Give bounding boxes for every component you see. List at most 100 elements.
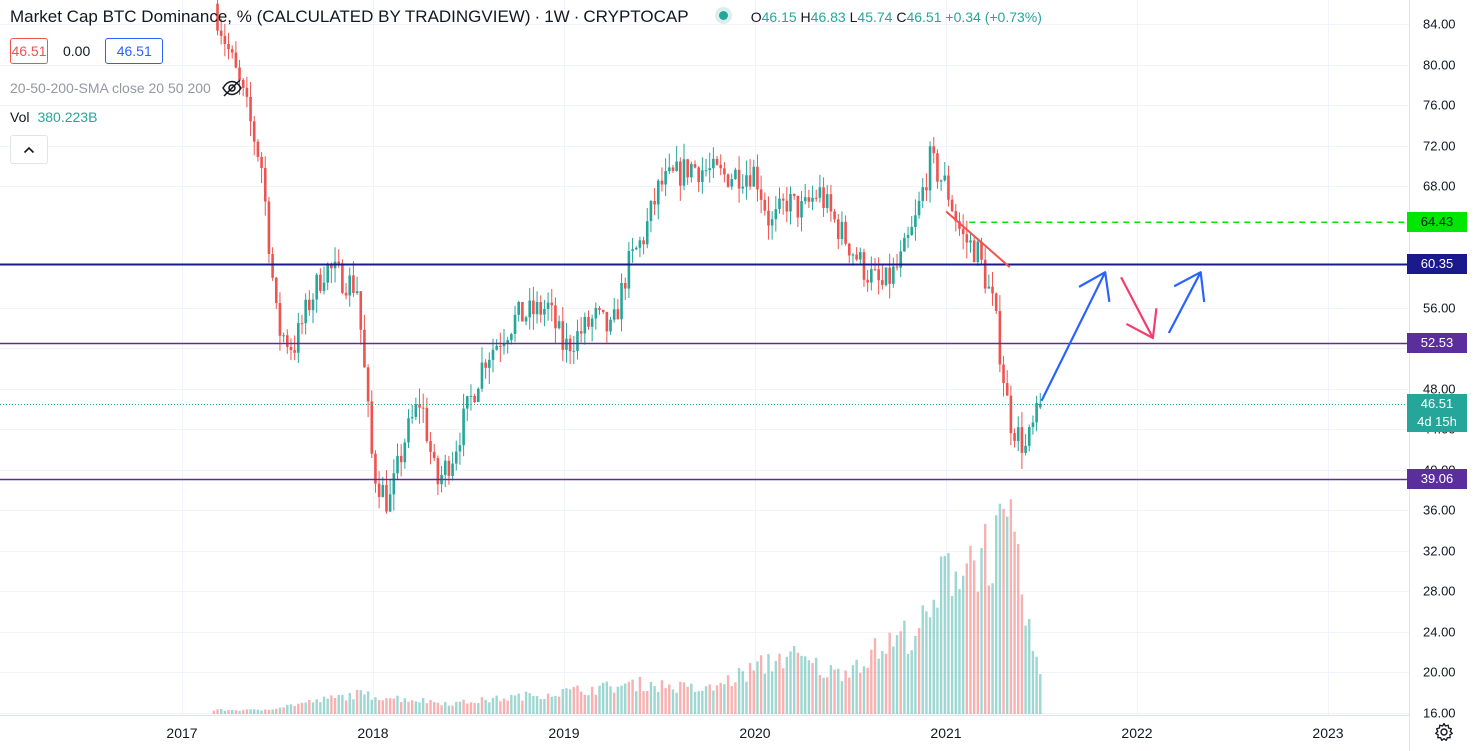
volume-bar <box>796 652 800 714</box>
volume-bar <box>1028 618 1031 714</box>
candle <box>807 189 811 208</box>
candle <box>219 18 223 45</box>
candle <box>708 152 711 183</box>
candle <box>910 215 914 236</box>
candle <box>950 195 954 213</box>
volume-bar <box>605 681 609 714</box>
time-axis[interactable]: 2017 2018 2019 2020 2021 2022 2023 <box>0 716 1410 751</box>
candle <box>983 247 987 294</box>
collapse-legend-button[interactable] <box>10 135 48 164</box>
volume-bar <box>396 695 399 714</box>
vol-label: Vol <box>10 109 30 125</box>
candle <box>491 338 495 373</box>
eye-hidden-icon[interactable] <box>221 79 243 97</box>
candle <box>778 187 781 214</box>
candle <box>256 139 260 162</box>
candle <box>715 156 719 166</box>
volume-bar <box>1017 544 1020 714</box>
candle <box>436 455 440 495</box>
volume-bar <box>385 698 388 714</box>
volume-legend[interactable]: Vol 380.223B <box>10 109 97 125</box>
volume-bar <box>524 691 528 714</box>
volume-bar <box>734 682 737 714</box>
candle <box>881 264 884 290</box>
volume-bar <box>767 654 770 714</box>
candle <box>748 159 752 190</box>
candles <box>216 0 1042 514</box>
volume-bar <box>444 702 447 714</box>
volume-bar <box>792 646 796 714</box>
volume-bar <box>627 681 631 714</box>
candle <box>932 137 936 164</box>
spread-value: 0.00 <box>63 43 91 59</box>
chart-legend[interactable]: Market Cap BTC Dominance, % (CALCULATED … <box>10 7 1042 26</box>
volume-bar <box>300 702 304 714</box>
volume-bar <box>447 705 451 714</box>
volume-bar <box>399 701 403 714</box>
candle <box>759 175 763 214</box>
volume-bar <box>778 653 781 714</box>
volume-bar <box>969 545 972 714</box>
price-tick-label: 76.00 <box>1423 97 1456 113</box>
volume-bar <box>528 693 531 714</box>
candle <box>252 115 256 156</box>
candle <box>925 173 928 202</box>
volume-bar <box>815 657 818 714</box>
candle <box>535 291 539 324</box>
volume-bar <box>473 703 476 714</box>
buy-price-button[interactable]: 46.51 <box>105 38 164 64</box>
candle <box>374 450 377 493</box>
time-tick-label: 2018 <box>357 725 389 741</box>
volume-bar <box>789 651 792 714</box>
volume-bar <box>510 694 513 714</box>
sell-price-button[interactable]: 46.51 <box>10 38 48 64</box>
volume-bar <box>675 692 678 714</box>
volume-bar <box>976 591 980 714</box>
candle <box>447 455 451 485</box>
chart-settings-button[interactable] <box>1432 720 1456 744</box>
candle <box>737 156 741 203</box>
volume-bar <box>833 669 836 714</box>
volume-bar <box>859 672 862 714</box>
candle <box>414 397 418 421</box>
candle <box>690 161 693 183</box>
volume-bar <box>433 702 436 714</box>
volume-bar <box>943 555 946 714</box>
candle <box>1002 356 1005 397</box>
candle <box>745 160 748 200</box>
volume-bar <box>829 665 833 714</box>
interval-label[interactable]: 1W <box>544 7 570 26</box>
volume-bar <box>572 687 575 714</box>
candle <box>576 319 579 360</box>
symbol-title[interactable]: Market Cap BTC Dominance, % (CALCULATED … <box>10 7 531 26</box>
sma-indicator-legend[interactable]: 20-50-200-SMA close 20 50 200 <box>10 79 243 97</box>
volume-bar <box>917 628 921 714</box>
candle <box>847 242 851 264</box>
candle <box>656 179 660 220</box>
volume-bar <box>730 685 733 714</box>
price-scale[interactable]: 84.0080.0076.0072.0068.0056.0052.0048.00… <box>1410 0 1483 721</box>
candle <box>528 287 532 330</box>
candle <box>557 315 561 330</box>
price-tick-label: 32.00 <box>1423 543 1456 559</box>
candle <box>348 267 352 307</box>
candle <box>792 193 796 200</box>
volume-bar <box>414 701 418 714</box>
candle <box>403 438 407 469</box>
volume-bar <box>965 563 969 714</box>
candle <box>601 309 605 315</box>
volume-bar <box>980 548 983 714</box>
candle <box>359 291 363 345</box>
candle <box>363 314 366 368</box>
candle <box>227 32 230 60</box>
candle <box>499 332 502 363</box>
volume-bar <box>921 605 924 714</box>
candle <box>425 397 429 444</box>
price-tick-label: 72.00 <box>1423 138 1456 154</box>
candle <box>241 77 245 97</box>
candle <box>638 236 642 258</box>
candle <box>484 359 487 379</box>
volume-bar <box>671 689 675 714</box>
volume-bar <box>227 710 230 714</box>
